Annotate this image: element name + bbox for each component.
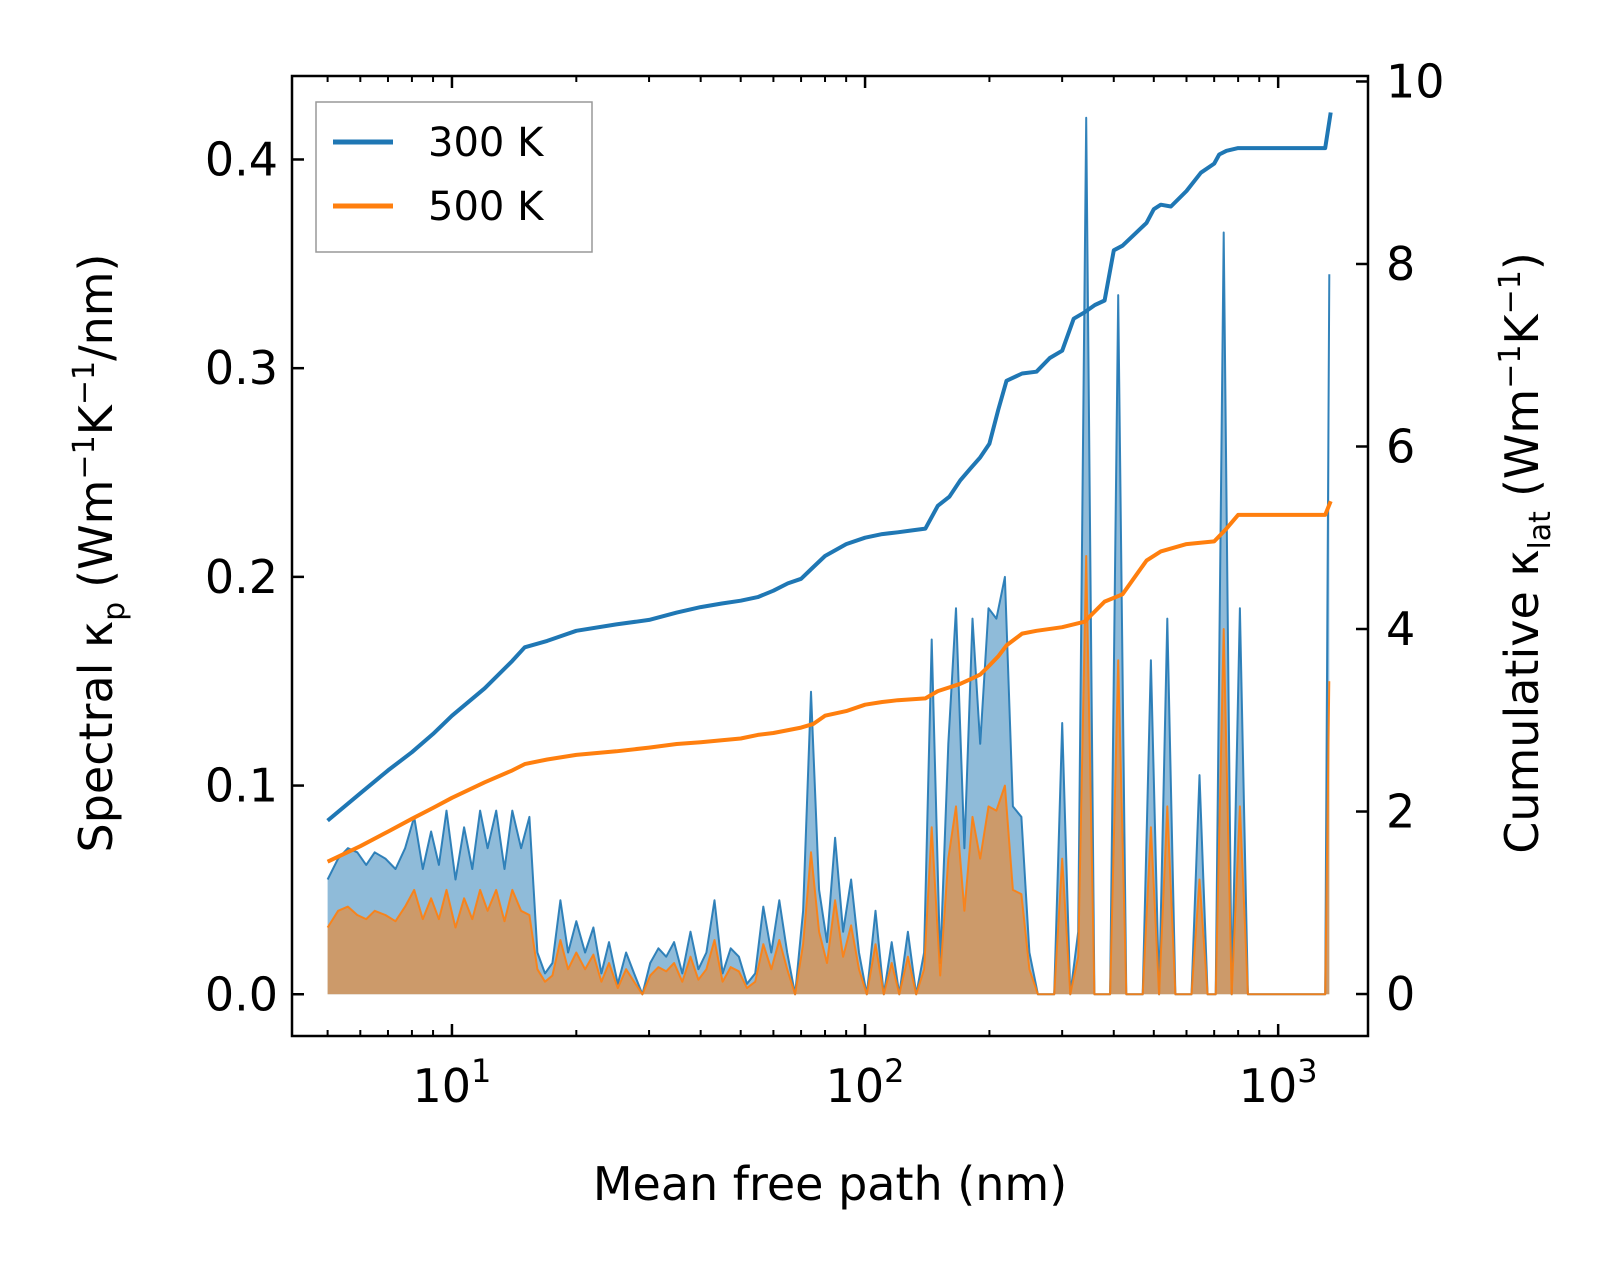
plot-area [326, 112, 1333, 996]
y-left-tick-label: 0.4 [205, 132, 278, 186]
legend-label-300k: 300 K [428, 120, 545, 166]
axes-frame [290, 74, 1370, 1038]
legend: 300 K 500 K [315, 101, 593, 253]
y-right-tick-label: 8 [1386, 237, 1415, 291]
y-right-tick-label: 10 [1386, 54, 1445, 108]
x-tick-label: 103 [1239, 1052, 1318, 1113]
y-left-axis-label: Spectral κp(Wm−1K−1/nm) [67, 254, 132, 853]
y-right-tick-label: 4 [1386, 602, 1415, 656]
y-left-tick-label: 0.0 [205, 967, 278, 1021]
cumulative-line-500k [326, 500, 1333, 864]
y-left-tick-label: 0.2 [205, 550, 278, 604]
y-left-tick-label: 0.3 [205, 341, 278, 395]
spectral-area-500k [327, 556, 1330, 995]
spectral-line-500k [326, 555, 1331, 996]
y-right-tick-label: 2 [1386, 785, 1415, 839]
y-right-axis-label: Cumulative κlat(Wm−1K−1) [1493, 252, 1558, 854]
x-tick-label: 101 [413, 1052, 492, 1113]
x-axis-label: Mean free path (nm) [593, 1157, 1067, 1211]
x-tick-label: 102 [826, 1052, 905, 1113]
legend-frame [315, 101, 593, 253]
spectral-line-300k [326, 116, 1331, 996]
legend-label-500k: 500 K [428, 184, 545, 230]
y-left-tick-label: 0.1 [205, 759, 278, 813]
y-right-tick-label: 6 [1386, 419, 1415, 473]
y-right-tick-label: 0 [1386, 967, 1415, 1021]
axes: 0.0 0.1 0.2 0.3 0.4 0 2 4 6 8 10 101 102 103 [205, 54, 1445, 1113]
cumulative-line-300k [326, 112, 1333, 823]
